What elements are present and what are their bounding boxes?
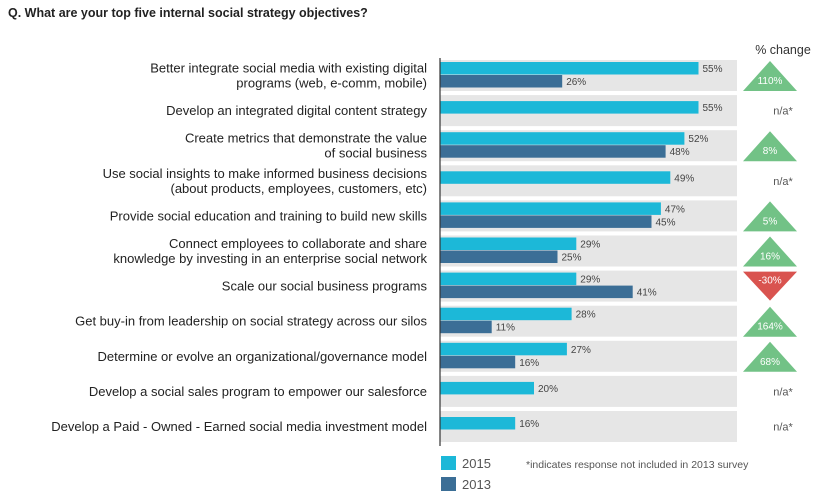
bar-2015 — [440, 307, 572, 321]
change-value: 5% — [763, 216, 778, 227]
legend-label-2015: 2015 — [462, 456, 491, 471]
category-label: Create metrics that demonstrate the valu… — [185, 131, 427, 146]
bar-value-label: 16% — [519, 419, 539, 430]
category-label: programs (web, e-comm, mobile) — [236, 76, 427, 91]
bar-2015 — [440, 62, 699, 75]
change-value: 16% — [760, 252, 780, 263]
bar-2013 — [440, 355, 516, 369]
bar-2015 — [440, 171, 671, 184]
change-up-triangle — [743, 61, 797, 91]
change-value: n/a* — [773, 386, 793, 398]
change-value: n/a* — [773, 422, 793, 434]
change-value: 8% — [763, 146, 778, 157]
change-value: -30% — [758, 276, 781, 287]
change-value: 164% — [757, 322, 783, 333]
bar-value-label: 20% — [538, 384, 558, 395]
category-label: of social business — [324, 146, 427, 161]
change-header: % change — [755, 43, 811, 57]
bar-value-label: 16% — [519, 358, 539, 369]
bar-2015 — [440, 417, 516, 430]
category-label: Use social insights to make informed bus… — [103, 166, 428, 181]
bar-value-label: 45% — [656, 217, 676, 228]
change-up-triangle — [743, 306, 797, 337]
bar-2015 — [440, 342, 567, 356]
bar-value-label: 55% — [703, 64, 723, 75]
footnote: *indicates response not included in 2013… — [526, 459, 749, 471]
category-label: Better integrate social media with exist… — [150, 61, 427, 76]
bar-value-label: 25% — [562, 253, 582, 264]
bar-2015 — [440, 101, 699, 114]
legend-label-2013: 2013 — [462, 477, 491, 492]
bar-value-label: 48% — [670, 147, 690, 158]
category-label: Develop a social sales program to empowe… — [89, 384, 427, 399]
bar-2013 — [440, 215, 652, 228]
change-value: n/a* — [773, 106, 793, 118]
bar-value-label: 11% — [496, 323, 515, 334]
category-label: knowledge by investing in an enterprise … — [113, 251, 427, 266]
bar-value-label: 27% — [571, 345, 591, 356]
bar-2015 — [440, 237, 577, 250]
question-title: Q. What are your top five internal socia… — [8, 6, 368, 20]
bar-2013 — [440, 320, 492, 334]
category-label: Scale our social business programs — [222, 279, 428, 294]
bar-value-label: 47% — [665, 204, 685, 215]
change-value: 68% — [760, 357, 780, 368]
category-label: Develop a Paid - Owned - Earned social m… — [51, 419, 427, 434]
category-label: Develop an integrated digital content st… — [166, 103, 427, 118]
category-label: Connect employees to collaborate and sha… — [169, 236, 427, 251]
bar-2013 — [440, 250, 558, 263]
legend-swatch-2015 — [441, 456, 456, 470]
bar-value-label: 29% — [580, 275, 600, 286]
category-label: (about products, employees, customers, e… — [170, 181, 427, 196]
change-up-triangle — [743, 131, 797, 162]
bar-value-label: 29% — [580, 240, 600, 251]
category-label: Determine or evolve an organizational/go… — [97, 349, 427, 364]
bar-value-label: 41% — [637, 288, 657, 299]
bar-value-label: 49% — [674, 173, 694, 184]
bar-value-label: 26% — [566, 77, 586, 88]
bar-value-label: 55% — [703, 103, 723, 114]
bar-2015 — [440, 202, 661, 215]
category-label: Get buy-in from leadership on social str… — [75, 314, 427, 329]
bar-2015 — [440, 381, 534, 395]
change-value: n/a* — [773, 176, 793, 188]
change-value: 110% — [758, 76, 783, 87]
bar-2015 — [440, 132, 685, 145]
legend-swatch-2013 — [441, 477, 456, 491]
bar-2013 — [440, 285, 633, 299]
bar-value-label: 28% — [576, 310, 596, 321]
change-up-triangle — [743, 201, 797, 232]
change-down-triangle — [743, 271, 797, 301]
bar-2013 — [440, 75, 563, 88]
bar-2013 — [440, 145, 666, 158]
bar-2015 — [440, 272, 577, 286]
category-label: Provide social education and training to… — [110, 208, 428, 223]
bar-value-label: 52% — [688, 134, 708, 145]
change-up-triangle — [743, 236, 797, 267]
change-up-triangle — [743, 341, 797, 372]
